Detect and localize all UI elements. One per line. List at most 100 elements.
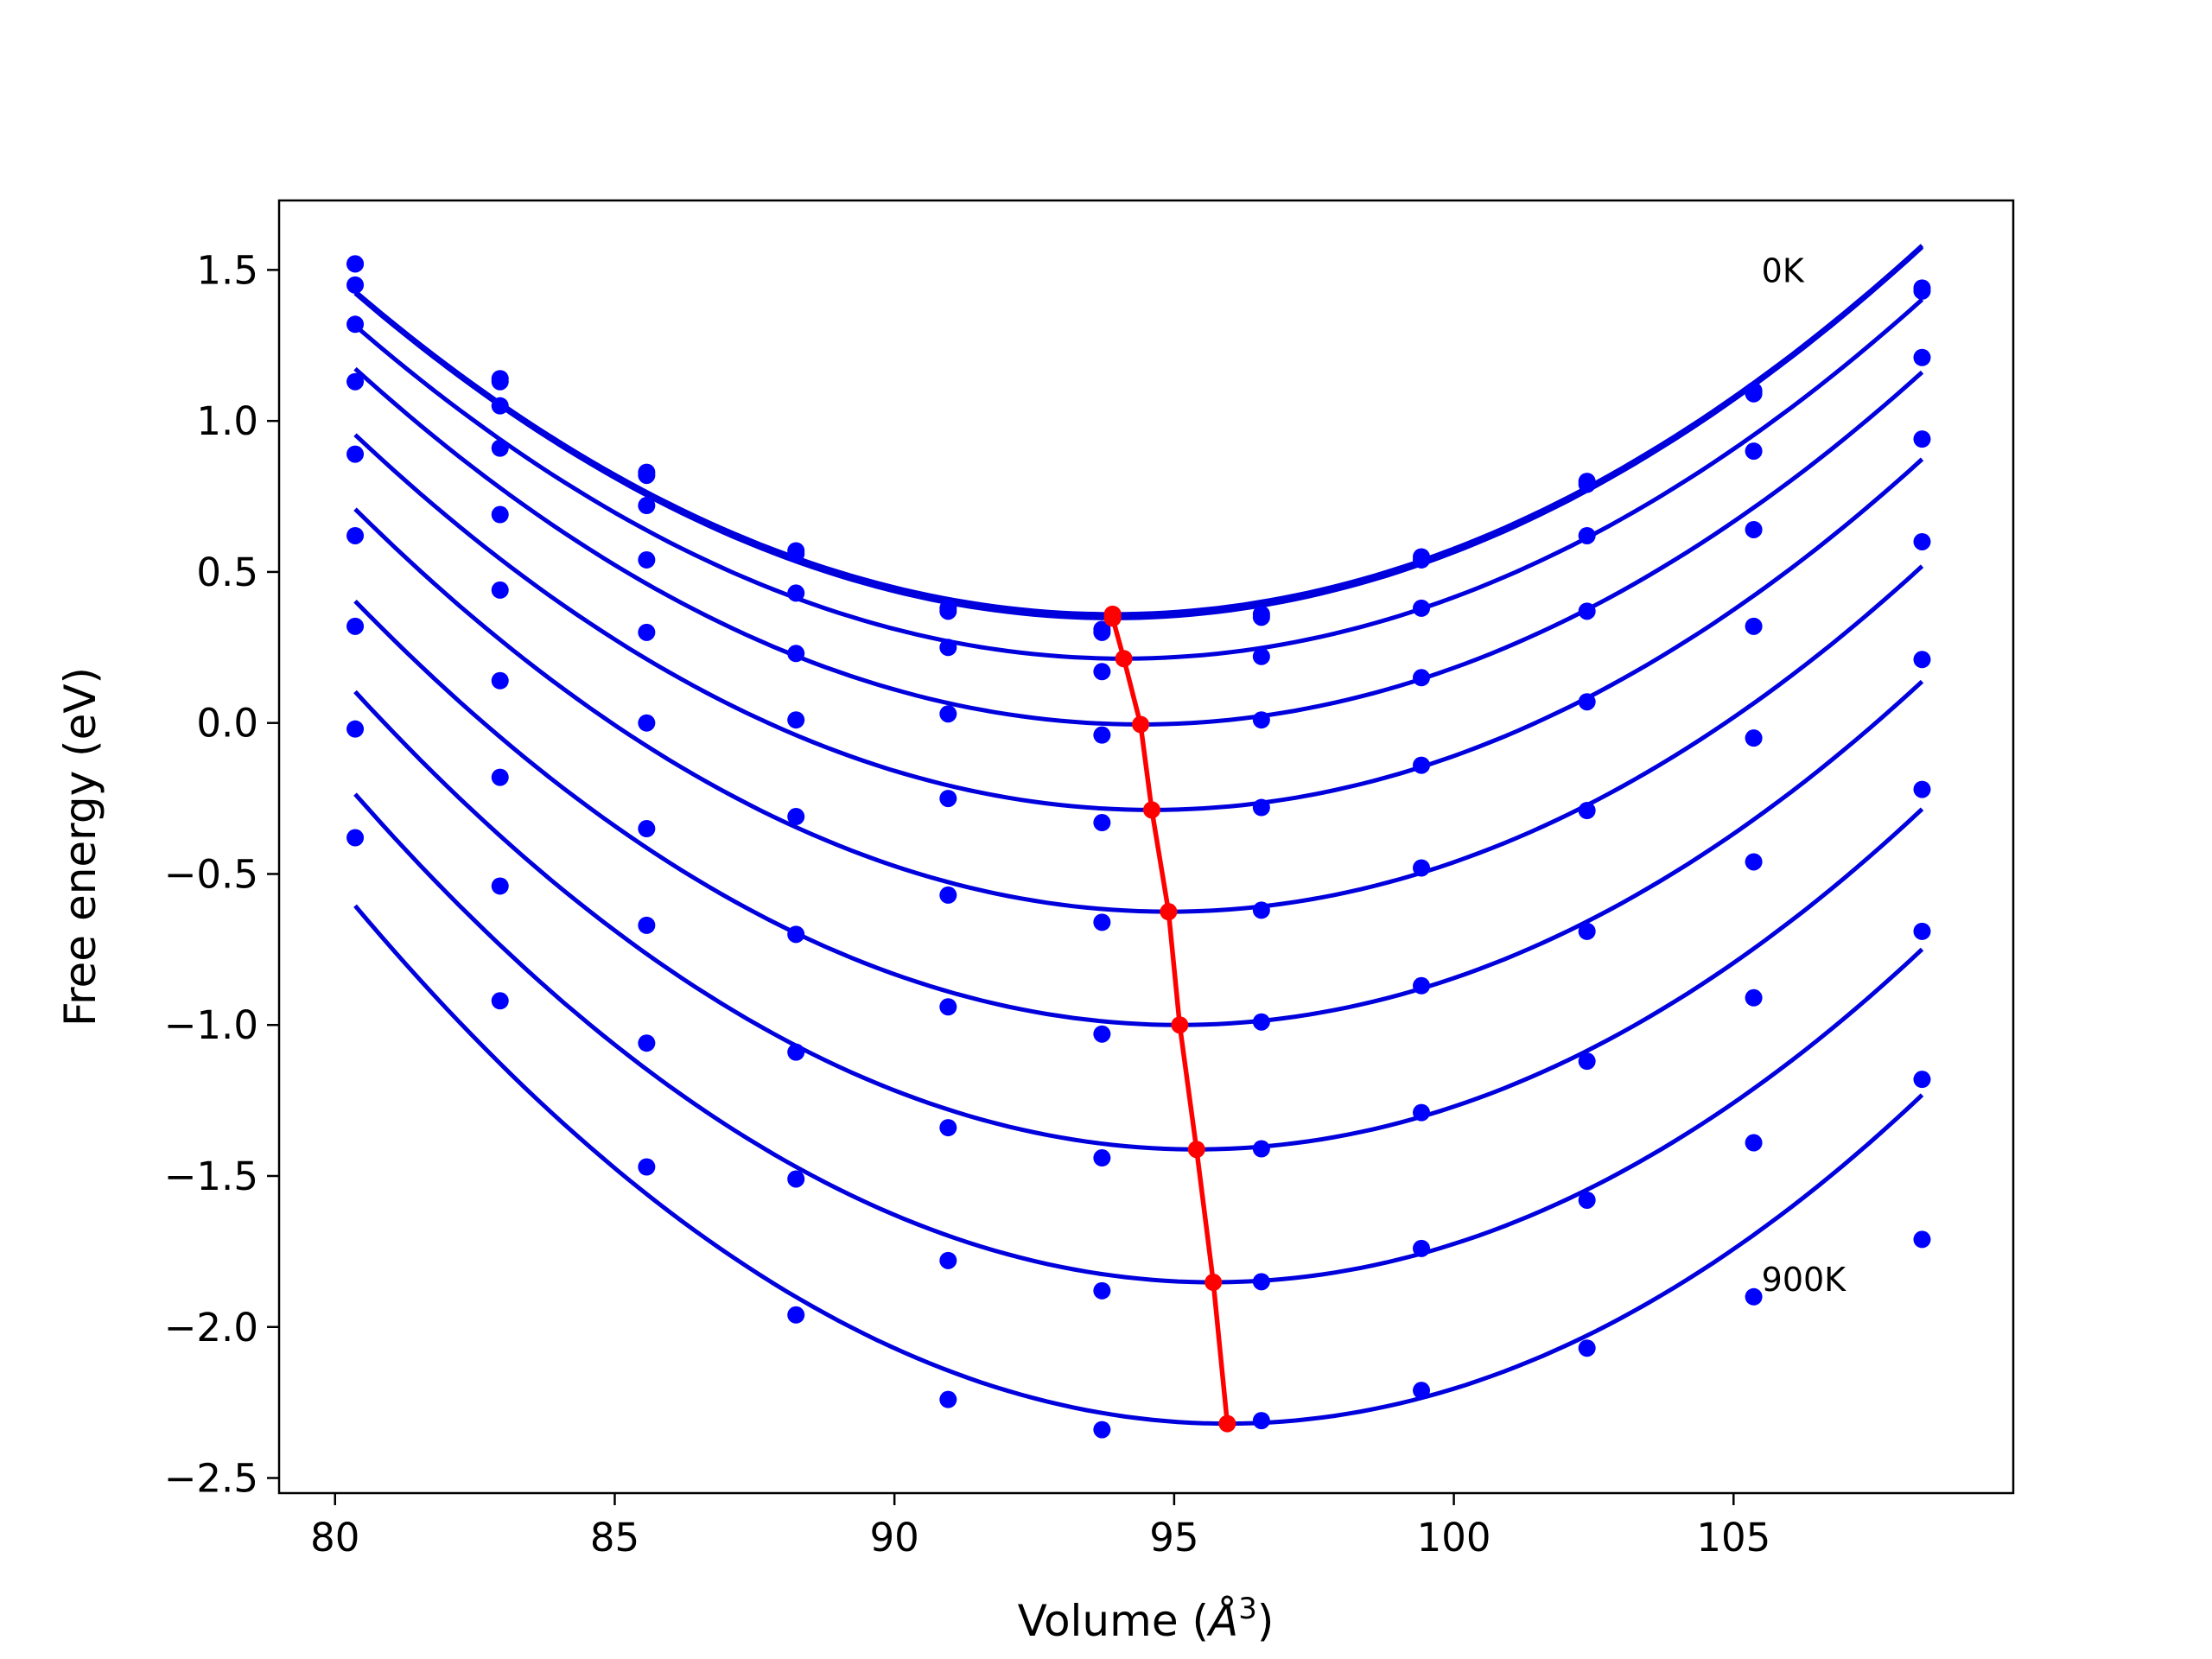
data-point <box>787 1170 805 1188</box>
data-point <box>787 1306 805 1324</box>
fit-curve <box>353 690 1924 1152</box>
minimum-point <box>1103 609 1122 627</box>
data-point <box>1745 617 1763 635</box>
data-point <box>1413 859 1431 877</box>
data-point <box>1745 385 1763 403</box>
data-point <box>1913 1230 1931 1249</box>
data-point <box>638 497 656 515</box>
x-tick-label: 100 <box>1417 1515 1491 1560</box>
data-point <box>491 581 509 599</box>
data-point <box>787 1043 805 1061</box>
y-tick-label: 1.0 <box>196 398 258 444</box>
data-point <box>346 372 365 391</box>
data-point <box>1252 1013 1270 1031</box>
data-point <box>491 768 509 786</box>
data-point <box>346 720 365 738</box>
data-point <box>939 705 957 723</box>
y-axis-ticks: −2.5 −2.0 −1.5 −1.0 −0.5 0.0 0.5 1.0 1.5 <box>164 247 279 1502</box>
data-point <box>638 550 656 569</box>
data-point <box>1413 1382 1431 1400</box>
data-point <box>939 886 957 904</box>
minimum-point <box>1171 1016 1189 1034</box>
data-point <box>1913 282 1931 300</box>
minimum-point <box>1187 1141 1205 1159</box>
data-point <box>1578 922 1596 940</box>
data-point <box>1578 693 1596 711</box>
y-tick-label: 1.5 <box>196 247 258 293</box>
data-point <box>1413 1103 1431 1122</box>
data-point <box>1093 1281 1111 1300</box>
data-point <box>638 1158 656 1176</box>
data-point <box>1413 1239 1431 1257</box>
data-point <box>1913 922 1931 940</box>
data-point <box>1913 1071 1931 1089</box>
data-point <box>1745 520 1763 538</box>
data-point <box>787 711 805 729</box>
y-tick-label: −2.5 <box>164 1456 258 1502</box>
x-tick-label: 80 <box>310 1515 359 1560</box>
data-point <box>346 315 365 334</box>
data-point <box>491 439 509 457</box>
x-axis-ticks: 80 85 90 95 100 105 <box>310 1493 1770 1560</box>
fit-curve <box>353 297 1924 661</box>
data-point <box>1578 602 1596 620</box>
data-point <box>1913 430 1931 448</box>
data-point <box>1413 756 1431 774</box>
data-point <box>939 1119 957 1137</box>
data-point <box>1093 814 1111 832</box>
data-point <box>1745 853 1763 871</box>
data-point <box>939 602 957 620</box>
data-point <box>1913 532 1931 550</box>
fit-curve <box>353 904 1924 1427</box>
data-point <box>939 1251 957 1269</box>
data-point <box>491 877 509 895</box>
data-point <box>1093 623 1111 641</box>
fit-curve <box>353 599 1924 1027</box>
data-point <box>638 916 656 934</box>
annotation-label: 900K <box>1762 1261 1847 1299</box>
fit-curve <box>353 433 1924 812</box>
minimum-point <box>1218 1414 1236 1433</box>
data-point <box>1252 1140 1270 1158</box>
data-point <box>787 645 805 663</box>
data-point <box>1745 442 1763 461</box>
data-point <box>1252 1273 1270 1291</box>
data-point <box>939 1390 957 1408</box>
data-point <box>1093 1421 1111 1439</box>
data-point <box>638 467 656 485</box>
x-axis-label: Volume (Å3) <box>1018 1592 1274 1646</box>
data-point <box>1413 550 1431 569</box>
data-point <box>491 671 509 690</box>
x-tick-label: 90 <box>870 1515 919 1560</box>
data-point <box>1578 475 1596 493</box>
annotations: 0K 900K <box>1762 251 1847 1298</box>
data-point <box>939 998 957 1016</box>
data-point <box>1252 647 1270 665</box>
minimum-line <box>1103 605 1236 1433</box>
data-point <box>1578 526 1596 544</box>
data-point <box>1745 988 1763 1007</box>
y-tick-label: −1.5 <box>164 1154 258 1199</box>
y-tick-label: −2.0 <box>164 1305 258 1351</box>
data-point <box>346 445 365 463</box>
data-point <box>1578 1052 1596 1071</box>
data-point <box>1252 608 1270 626</box>
data-point <box>346 276 365 294</box>
data-point <box>787 925 805 944</box>
data-point <box>1578 802 1596 820</box>
data-point <box>1093 1025 1111 1043</box>
data-point <box>1578 1339 1596 1357</box>
minimum-point <box>1142 801 1160 819</box>
data-point <box>1413 599 1431 617</box>
data-point <box>1252 901 1270 919</box>
y-axis-label: Free energy (eV) <box>55 667 105 1027</box>
x-tick-label: 105 <box>1696 1515 1770 1560</box>
data-point <box>1913 651 1931 669</box>
data-point <box>1578 1191 1596 1209</box>
data-point <box>1252 798 1270 817</box>
data-point <box>1093 726 1111 744</box>
data-point <box>1413 669 1431 687</box>
fit-curve <box>353 792 1924 1285</box>
fit-curve <box>353 245 1924 620</box>
